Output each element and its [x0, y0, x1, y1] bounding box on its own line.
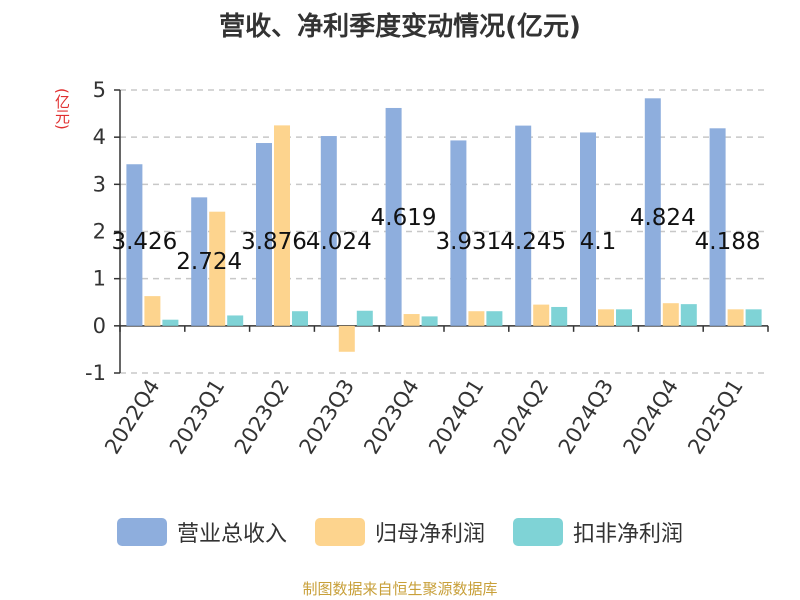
bar-revenue[interactable]	[126, 164, 143, 326]
legend-label-net-profit: 归母净利润	[374, 522, 485, 547]
bar-net-profit[interactable]	[144, 296, 161, 326]
bar-net-profit[interactable]	[468, 311, 485, 326]
x-tick-label: 2023Q4	[359, 375, 424, 458]
bar-revenue[interactable]	[191, 197, 208, 326]
y-tick-label: 2	[93, 220, 106, 244]
y-tick-label: 0	[93, 314, 106, 338]
bar-deducted-profit[interactable]	[745, 309, 762, 326]
y-axis-label: (亿元)	[53, 88, 71, 130]
bar-deducted-profit[interactable]	[227, 315, 244, 326]
data-label: 3.931	[435, 229, 501, 255]
data-label: 4.1	[580, 229, 617, 255]
data-label: 2.724	[176, 249, 242, 275]
bar-net-profit[interactable]	[403, 314, 420, 326]
legend-swatch-deducted-profit	[513, 518, 563, 546]
bar-net-profit[interactable]	[533, 304, 550, 326]
y-tick-label: 4	[93, 125, 106, 149]
legend-item-net-profit[interactable]: 归母净利润	[314, 516, 485, 548]
legend-swatch-revenue	[116, 518, 167, 546]
x-tick-label: 2024Q4	[619, 375, 684, 458]
x-tick-label: 2023Q3	[295, 375, 360, 458]
bar-deducted-profit[interactable]	[292, 311, 308, 326]
y-tick-label: 5	[93, 78, 106, 102]
bar-deducted-profit[interactable]	[356, 310, 373, 326]
bar-deducted-profit[interactable]	[421, 316, 438, 326]
x-tick-label: 2022Q4	[100, 375, 165, 458]
x-tick-label: 2024Q3	[554, 375, 619, 458]
data-label: 4.824	[630, 205, 696, 231]
bar-deducted-profit[interactable]	[680, 304, 697, 326]
bar-revenue[interactable]	[320, 136, 337, 326]
bar-revenue[interactable]	[256, 143, 272, 326]
y-tick-label: 3	[93, 172, 106, 196]
bar-deducted-profit[interactable]	[616, 309, 632, 326]
bar-net-profit[interactable]	[274, 125, 290, 326]
data-label: 4.619	[371, 205, 437, 231]
data-label: 3.426	[111, 229, 177, 255]
legend-label-revenue: 营业总收入	[176, 522, 287, 547]
data-label: 4.024	[306, 229, 372, 255]
bar-net-profit[interactable]	[727, 309, 744, 326]
bar-net-profit[interactable]	[598, 309, 614, 326]
x-tick-label: 2023Q2	[230, 375, 295, 458]
bar-net-profit[interactable]	[209, 211, 226, 326]
y-tick-label: 1	[93, 267, 106, 291]
bar-revenue[interactable]	[644, 98, 661, 326]
x-tick-label: 2023Q1	[165, 375, 230, 458]
bar-deducted-profit[interactable]	[551, 306, 568, 326]
bar-revenue[interactable]	[385, 107, 402, 326]
chart-title: 营收、净利季度变动情况(亿元)	[219, 12, 581, 42]
source-note: 制图数据来自恒生聚源数据库	[302, 580, 498, 598]
bar-layer	[126, 98, 762, 352]
bar-revenue[interactable]	[450, 140, 467, 326]
x-tick-label: 2024Q1	[424, 375, 489, 458]
legend-item-revenue[interactable]: 营业总收入	[116, 516, 287, 548]
data-label: 4.188	[695, 229, 761, 255]
legend: 营业总收入 归母净利润 扣非净利润	[0, 516, 800, 548]
bar-net-profit[interactable]	[338, 325, 355, 352]
data-label: 3.876	[241, 229, 307, 255]
x-tick-label: 2024Q2	[489, 375, 554, 458]
bar-net-profit[interactable]	[662, 303, 679, 326]
bar-revenue[interactable]	[580, 132, 596, 326]
data-label: 4.245	[500, 229, 566, 255]
legend-label-deducted-profit: 扣非净利润	[573, 522, 684, 547]
y-tick-label: -1	[85, 361, 106, 385]
bar-revenue[interactable]	[709, 128, 726, 326]
bar-revenue[interactable]	[515, 125, 532, 326]
legend-item-deducted-profit[interactable]: 扣非净利润	[513, 516, 683, 548]
bar-deducted-profit[interactable]	[162, 319, 179, 326]
legend-swatch-net-profit	[314, 518, 365, 546]
x-tick-label: 2025Q1	[683, 375, 748, 458]
bar-deducted-profit[interactable]	[486, 311, 503, 326]
